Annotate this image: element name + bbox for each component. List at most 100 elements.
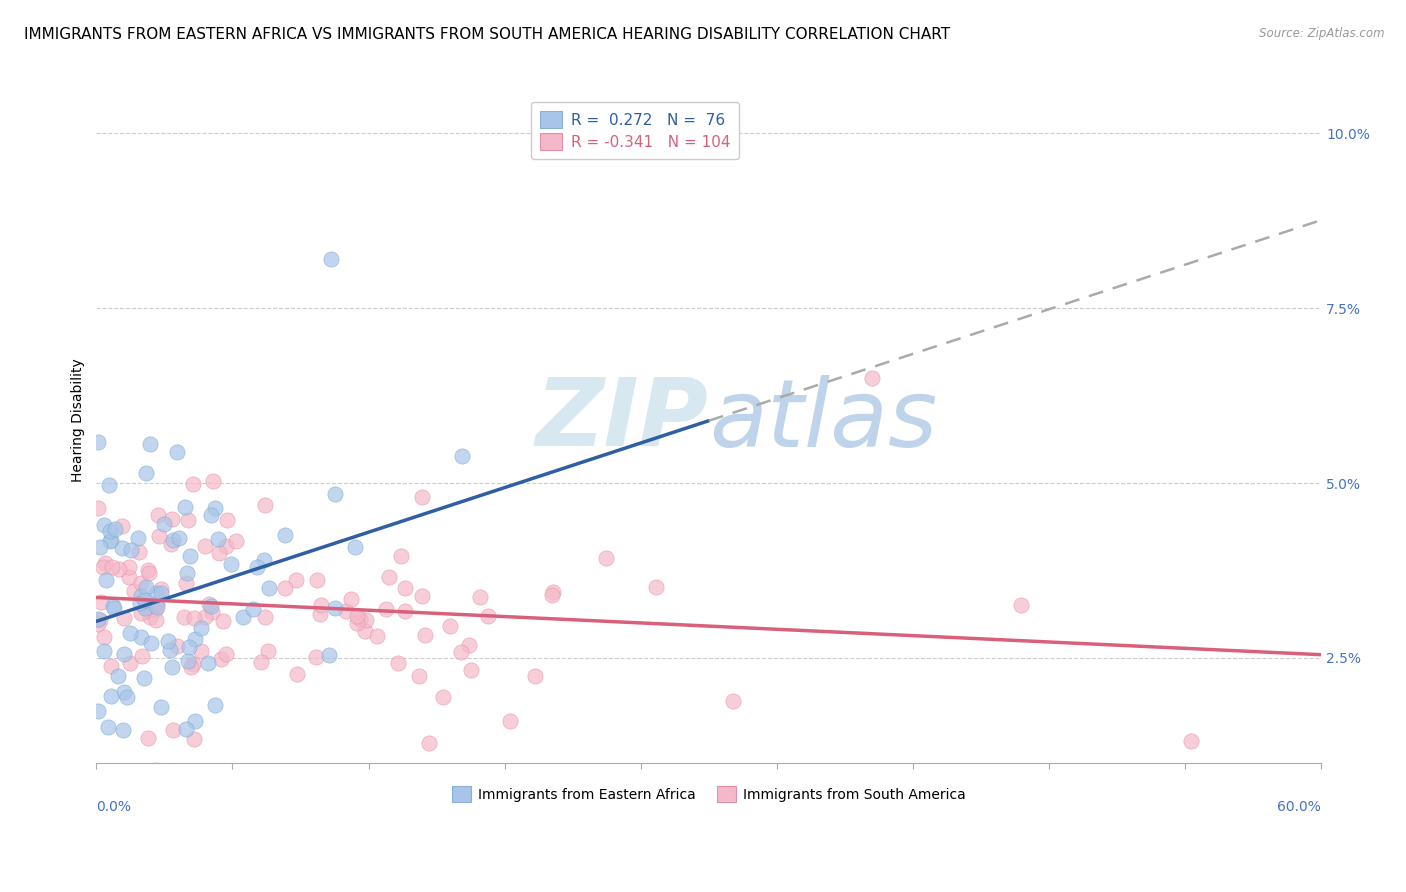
Point <box>157 633 180 648</box>
Point <box>100 658 122 673</box>
Point <box>138 437 160 451</box>
Point <box>173 609 195 624</box>
Text: atlas: atlas <box>709 375 936 466</box>
Point <box>254 610 277 624</box>
Point <box>134 600 156 615</box>
Point <box>274 581 297 595</box>
Point <box>129 607 152 621</box>
Point <box>118 657 141 671</box>
Point <box>225 534 247 549</box>
Point <box>319 252 342 267</box>
Point <box>323 487 346 501</box>
Point <box>93 560 115 574</box>
Point <box>346 609 368 624</box>
Point <box>89 614 111 628</box>
Point <box>87 704 110 718</box>
Point <box>118 570 141 584</box>
Point <box>166 639 188 653</box>
Point <box>273 528 295 542</box>
Point <box>458 638 481 652</box>
Point <box>204 500 226 515</box>
Text: 60.0%: 60.0% <box>1277 800 1322 814</box>
Point <box>200 599 222 614</box>
Point <box>174 576 197 591</box>
Point <box>152 516 174 531</box>
Point <box>128 545 150 559</box>
Point <box>259 581 281 595</box>
Point <box>860 371 883 385</box>
Point <box>204 698 226 712</box>
Point <box>183 732 205 747</box>
Point <box>139 636 162 650</box>
Point <box>353 624 375 638</box>
Point <box>411 490 433 504</box>
Text: 0.0%: 0.0% <box>97 800 131 814</box>
Point <box>450 645 472 659</box>
Point <box>131 630 153 644</box>
Point <box>166 445 188 459</box>
Point <box>120 626 142 640</box>
Point <box>134 671 156 685</box>
Point <box>89 540 111 554</box>
Point <box>176 566 198 581</box>
Point <box>418 736 440 750</box>
Point <box>721 694 744 708</box>
Point <box>162 723 184 737</box>
Point <box>93 630 115 644</box>
Text: ZIP: ZIP <box>536 374 709 467</box>
Point <box>194 610 217 624</box>
Point <box>477 609 499 624</box>
Point <box>107 561 129 575</box>
Point <box>181 657 204 671</box>
Point <box>541 585 564 599</box>
Point <box>101 559 124 574</box>
Point <box>97 720 120 734</box>
Point <box>135 466 157 480</box>
Point <box>135 580 157 594</box>
Point <box>145 763 167 777</box>
Legend: Immigrants from Eastern Africa, Immigrants from South America: Immigrants from Eastern Africa, Immigran… <box>446 780 972 807</box>
Point <box>136 731 159 746</box>
Point <box>179 549 201 564</box>
Point <box>232 610 254 624</box>
Point <box>100 689 122 703</box>
Point <box>214 540 236 554</box>
Point <box>159 537 181 551</box>
Point <box>136 563 159 577</box>
Point <box>98 524 121 538</box>
Point <box>375 602 398 616</box>
Point <box>111 541 134 555</box>
Point <box>160 660 183 674</box>
Point <box>413 628 436 642</box>
Point <box>308 607 330 621</box>
Point <box>94 556 117 570</box>
Point <box>180 659 202 673</box>
Point <box>366 629 388 643</box>
Point <box>285 667 308 681</box>
Point <box>179 640 201 655</box>
Point <box>143 597 166 611</box>
Point <box>94 573 117 587</box>
Point <box>184 714 207 728</box>
Point <box>207 532 229 546</box>
Point <box>323 600 346 615</box>
Point <box>183 476 205 491</box>
Point <box>394 581 416 595</box>
Point <box>339 592 361 607</box>
Point <box>87 617 110 632</box>
Point <box>148 529 170 543</box>
Point <box>194 539 217 553</box>
Point <box>201 605 224 619</box>
Point <box>146 600 169 615</box>
Point <box>253 498 276 512</box>
Point <box>111 519 134 533</box>
Point <box>101 599 124 614</box>
Point <box>307 573 329 587</box>
Point <box>143 602 166 616</box>
Point <box>595 550 617 565</box>
Point <box>212 614 235 628</box>
Point <box>139 610 162 624</box>
Y-axis label: Hearing Disability: Hearing Disability <box>72 359 86 482</box>
Point <box>215 647 238 661</box>
Text: Source: ZipAtlas.com: Source: ZipAtlas.com <box>1260 27 1385 40</box>
